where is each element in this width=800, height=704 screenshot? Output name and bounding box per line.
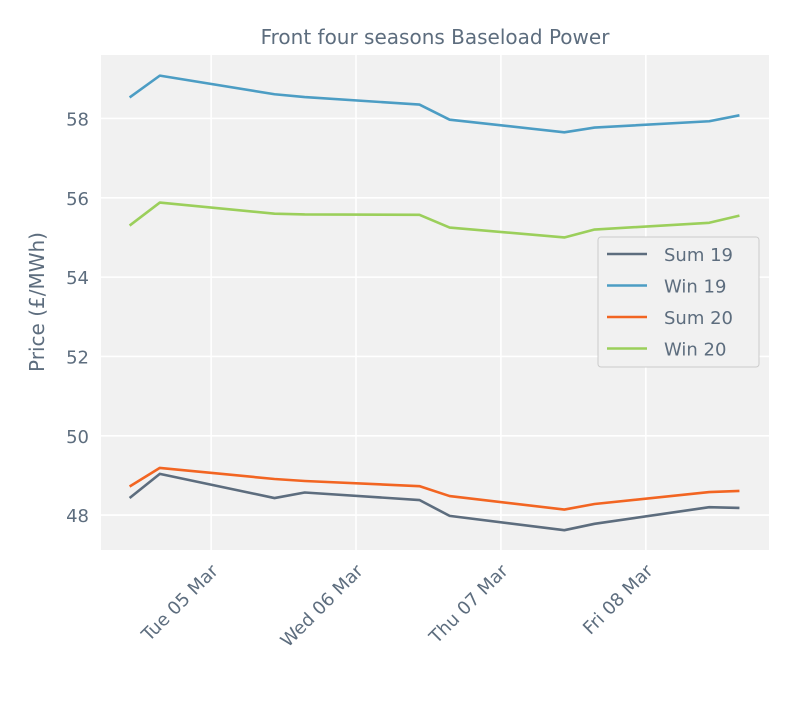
legend: Sum 19 Win 19 Sum 20 Win 20 [597,236,760,368]
y-tick-label: 48 [66,506,89,527]
legend-box [597,236,760,368]
x-tick-label: Fri 08 Mar [579,560,658,639]
y-tick-label: 54 [66,268,89,289]
y-axis-label: Price (£/MWh) [25,232,49,372]
legend-label: Sum 19 [664,245,733,266]
y-tick-label: 58 [66,109,89,130]
x-tick-label: Thu 07 Mar [425,560,513,648]
chart-title: Front four seasons Baseload Power [261,25,611,49]
x-tick-label: Wed 06 Mar [277,560,368,651]
y-tick-label: 50 [66,427,89,448]
series-line-win-20 [128,201,740,239]
legend-label: Win 19 [664,277,726,298]
legend-label: Win 20 [664,340,726,361]
legend-label: Sum 20 [664,308,733,329]
y-tick-label: 52 [66,347,89,368]
y-tick-label: 56 [66,189,89,210]
series-line-sum-19 [128,472,740,532]
series-line-win-19 [128,74,740,134]
series-line-sum-20 [128,466,740,511]
x-tick-label: Tue 05 Mar [137,560,223,646]
